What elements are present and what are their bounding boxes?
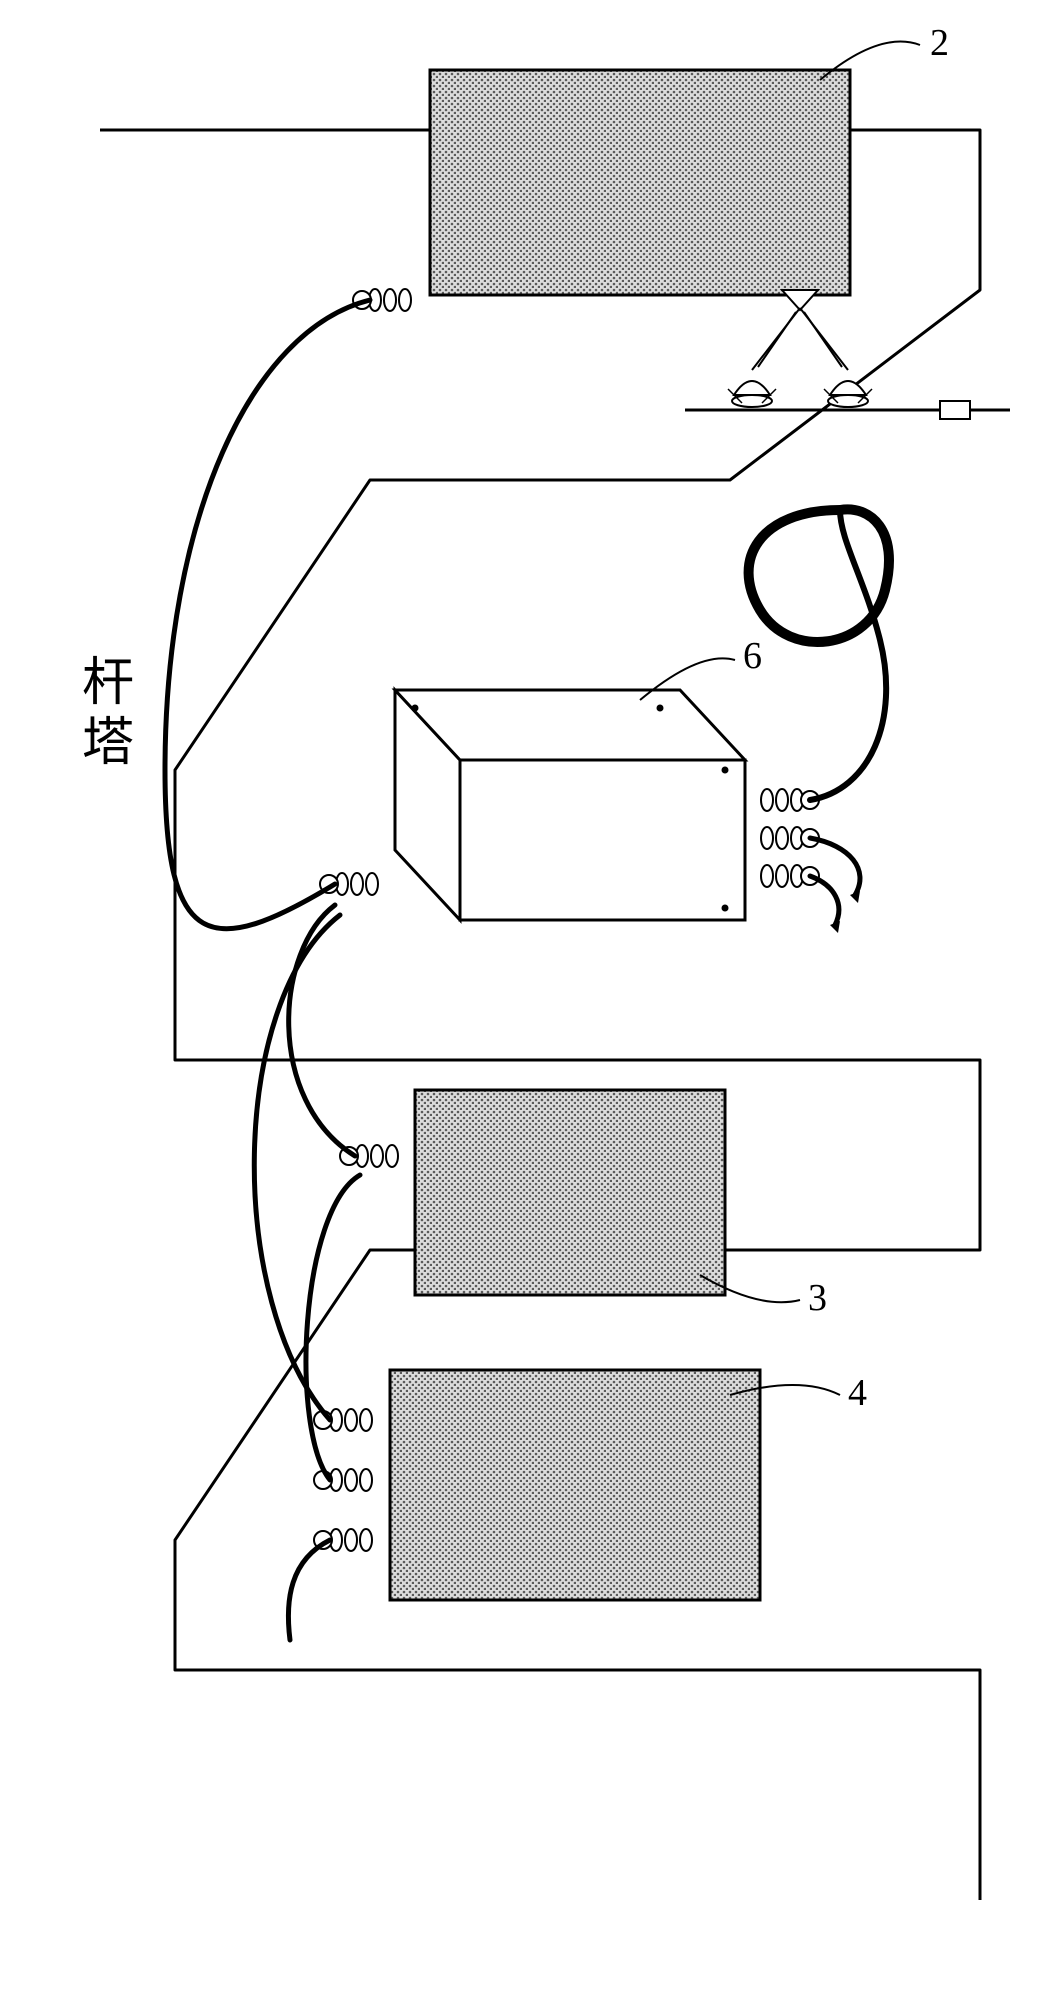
cable-coil-loop [749, 509, 889, 642]
cable-b3-to-b4mid [306, 1175, 360, 1480]
box-3 [415, 1090, 725, 1295]
cable-b2-to-b6 [165, 300, 370, 929]
suspension-clamp [685, 290, 1010, 419]
callout-label-2: 2 [930, 22, 949, 64]
tower-label-char-2: 塔 [82, 715, 134, 772]
callout-label-6: 6 [743, 635, 762, 677]
cable-b6-to-b4top [254, 915, 340, 1420]
cable-b4bot-tail [288, 1540, 330, 1640]
ins-b4-bot [314, 1529, 372, 1551]
box-4 [390, 1370, 760, 1600]
tower-label-char-1: 杆 [82, 655, 134, 712]
cable-b6-r2-short [810, 838, 860, 895]
cable-b6-to-b3 [289, 905, 355, 1156]
box-6 [395, 690, 745, 920]
box-2 [430, 70, 850, 295]
ins-b6-left [320, 873, 378, 895]
callout-label-4: 4 [848, 1372, 867, 1414]
callout-label-3: 3 [808, 1277, 827, 1319]
cable-b6-r1-to-coil [810, 510, 886, 800]
ins-b3-top [340, 1145, 398, 1167]
